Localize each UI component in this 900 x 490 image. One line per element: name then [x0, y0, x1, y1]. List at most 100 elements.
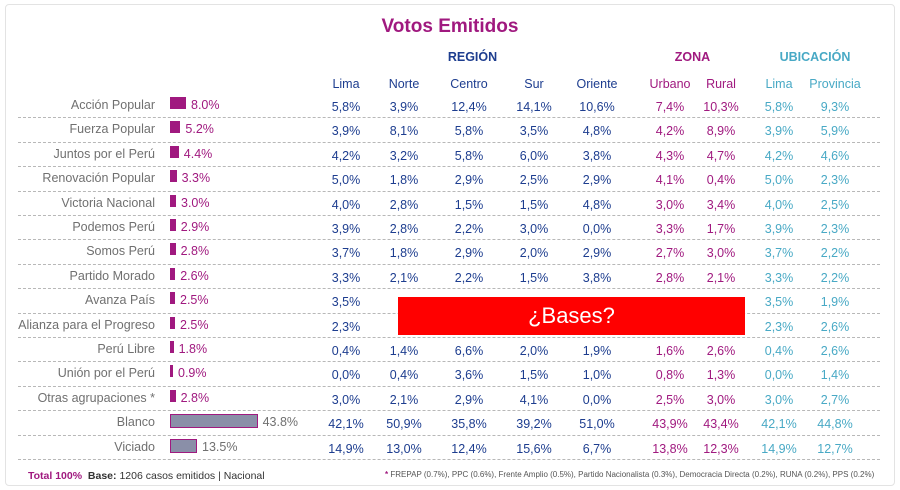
row-divider: [18, 337, 880, 338]
footer-note-text: FREPAP (0.7%), PPC (0.6%), Frente Amplio…: [390, 470, 875, 479]
group-header-region: REGIÓN: [447, 50, 498, 64]
row-divider: [18, 166, 880, 168]
table-cell: 0,4%: [331, 344, 361, 358]
table-cell: 14,9%: [761, 441, 797, 456]
party-label: Somos Perú: [86, 244, 155, 259]
table-cell: 51,0%: [579, 417, 615, 432]
bar: [170, 316, 175, 329]
party-label: Unión por el Perú: [57, 366, 155, 381]
table-cell: 2,1%: [389, 392, 419, 407]
table-cell: 1,7%: [706, 222, 736, 236]
table-cell: 4,7%: [706, 148, 736, 163]
row-divider: [18, 459, 880, 460]
table-cell: 2,3%: [331, 319, 361, 334]
table-cell: 3,5%: [764, 295, 794, 310]
table-cell: 3,9%: [764, 222, 794, 236]
table-cell: 3,9%: [331, 222, 361, 236]
table-cell: 1,4%: [820, 368, 850, 383]
bar-value-label: 5.2%: [185, 122, 214, 137]
bar: [170, 243, 176, 256]
table-cell: 43,4%: [703, 417, 739, 432]
table-cell: 3,0%: [519, 222, 549, 236]
table-cell: 2,3%: [820, 222, 850, 236]
table-cell: 3,5%: [331, 295, 361, 310]
bar: [170, 194, 176, 207]
bar-value-label: 2.8%: [180, 390, 210, 405]
bar: [170, 267, 176, 280]
party-label: Perú Libre: [97, 342, 155, 356]
table-cell: 3,4%: [706, 197, 736, 212]
column-header: Sur: [524, 77, 544, 91]
table-cell: 5,8%: [764, 100, 794, 114]
table-cell: 4,8%: [582, 197, 612, 212]
table-cell: 8,9%: [706, 124, 736, 139]
party-label: Renovación Popular: [42, 171, 155, 186]
bar: [170, 121, 181, 134]
table-cell: 10,3%: [703, 100, 739, 114]
table-cell: 5,9%: [820, 124, 850, 139]
table-cell: 3,6%: [454, 368, 484, 383]
table-cell: 0,8%: [655, 368, 685, 383]
table-cell: 10,6%: [579, 100, 615, 114]
table-cell: 15,6%: [516, 441, 552, 456]
table-cell: 0,0%: [582, 222, 612, 236]
table-cell: 1,6%: [655, 344, 685, 358]
bar-value-label: 1.8%: [178, 342, 208, 356]
column-header: Rural: [706, 77, 736, 91]
table-cell: 2,8%: [389, 222, 419, 236]
table-cell: 1,0%: [582, 368, 612, 383]
table-cell: 2,5%: [820, 197, 850, 212]
table-cell: 1,8%: [389, 173, 419, 188]
table-cell: 0,4%: [764, 344, 794, 358]
table-cell: 3,5%: [519, 124, 549, 139]
bar: [170, 389, 176, 402]
table-cell: 4,2%: [331, 148, 361, 163]
column-header: Urbano: [649, 77, 691, 91]
table-cell: 4,1%: [655, 173, 685, 188]
bar: [170, 145, 179, 158]
table-cell: 3,8%: [582, 270, 612, 285]
table-cell: 6,0%: [519, 148, 549, 163]
footer-note: * FREPAP (0.7%), PPC (0.6%), Frente Ampl…: [385, 470, 874, 479]
table-cell: 5,8%: [454, 148, 484, 163]
table-cell: 2,1%: [706, 270, 736, 285]
table-cell: 2,7%: [820, 392, 850, 407]
table-cell: 8,1%: [389, 124, 419, 139]
table-cell: 6,6%: [454, 344, 484, 358]
bar: [170, 341, 174, 353]
table-cell: 1,5%: [519, 270, 549, 285]
bases-overlay: ¿Bases?: [398, 297, 745, 335]
table-cell: 13,0%: [386, 441, 422, 456]
table-cell: 1,9%: [820, 295, 850, 310]
table-cell: 4,0%: [331, 197, 361, 212]
table-cell: 3,0%: [706, 246, 736, 261]
table-cell: 3,9%: [331, 124, 361, 139]
table-cell: 13,8%: [652, 441, 688, 456]
table-cell: 2,9%: [582, 246, 612, 261]
table-cell: 2,0%: [519, 246, 549, 261]
party-label: Alianza para el Progreso: [18, 317, 155, 332]
table-cell: 3,7%: [764, 246, 794, 261]
row-divider: [18, 239, 880, 241]
table-cell: 1,5%: [519, 368, 549, 383]
table-cell: 0,0%: [331, 368, 361, 383]
bar-value-label: 13.5%: [202, 439, 238, 454]
group-header-zona: ZONA: [674, 50, 711, 64]
party-label: Viciado: [114, 439, 155, 454]
table-cell: 42,1%: [761, 417, 797, 432]
table-cell: 3,0%: [655, 197, 685, 212]
table-cell: 1,3%: [706, 368, 736, 383]
party-label: Blanco: [116, 415, 155, 430]
row-divider: [18, 117, 880, 119]
row-divider: [18, 361, 880, 363]
party-label: Partido Morado: [69, 268, 155, 283]
column-header: Provincia: [809, 77, 861, 91]
row-divider: [18, 190, 880, 192]
table-cell: 2,1%: [389, 270, 419, 285]
footer-base-text: 1206 casos emitidos | Nacional: [119, 470, 265, 482]
table-cell: 42,1%: [328, 417, 364, 432]
bar-value-label: 3.3%: [181, 171, 211, 186]
table-cell: 4,1%: [519, 392, 549, 407]
table-cell: 2,9%: [582, 173, 612, 188]
bar-value-label: 2.8%: [180, 244, 210, 259]
